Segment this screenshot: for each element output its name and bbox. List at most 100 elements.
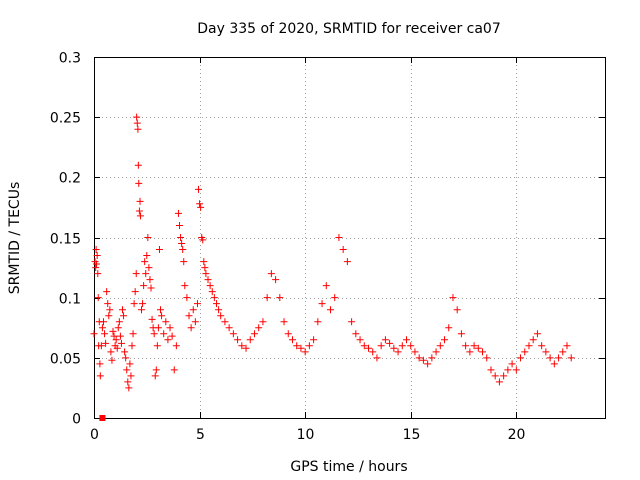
data-point	[102, 339, 110, 347]
data-point	[204, 276, 212, 284]
data-point	[124, 378, 132, 386]
data-point	[504, 366, 512, 374]
data-point	[398, 342, 406, 350]
data-point	[225, 324, 233, 332]
data-point	[195, 185, 203, 193]
data-point	[143, 252, 151, 260]
data-point	[394, 348, 402, 356]
data-point	[123, 366, 131, 374]
data-point	[185, 312, 193, 320]
data-point	[132, 270, 140, 278]
data-point	[559, 348, 567, 356]
data-point	[229, 330, 237, 338]
plot-frame	[94, 57, 606, 419]
data-point	[305, 342, 313, 350]
data-point	[174, 209, 182, 217]
data-point	[90, 330, 98, 338]
data-point	[109, 327, 117, 335]
data-point	[145, 264, 153, 272]
data-point	[445, 324, 453, 332]
data-point	[96, 360, 104, 368]
data-point	[310, 336, 318, 344]
data-point	[555, 354, 563, 362]
data-point	[288, 336, 296, 344]
data-point	[94, 270, 102, 278]
data-point	[133, 119, 141, 127]
data-point	[94, 294, 102, 302]
data-point	[280, 318, 288, 326]
data-point	[201, 264, 209, 272]
data-point	[108, 356, 116, 364]
y-tick-label: 0	[72, 412, 81, 428]
data-point	[119, 306, 127, 314]
data-point	[206, 282, 214, 290]
data-point	[259, 318, 267, 326]
x-axis-label: GPS time / hours	[290, 459, 407, 475]
data-point	[212, 300, 220, 308]
data-point	[142, 270, 150, 278]
data-point	[101, 330, 109, 338]
y-tick-label: 0.15	[50, 232, 81, 248]
data-point	[148, 315, 156, 323]
data-point	[508, 360, 516, 368]
data-point	[335, 234, 343, 241]
data-point	[449, 294, 457, 302]
data-point	[390, 344, 398, 352]
data-point	[152, 366, 160, 374]
data-point	[140, 282, 148, 290]
x-tick-label: 0	[90, 427, 99, 443]
data-point	[112, 336, 120, 344]
data-point	[144, 234, 152, 241]
data-point	[238, 342, 246, 350]
data-point	[356, 336, 364, 344]
axis-ticks	[94, 57, 605, 419]
data-point	[114, 324, 122, 332]
data-point	[512, 366, 520, 374]
data-point	[131, 288, 139, 296]
data-point	[483, 354, 491, 362]
grid	[94, 57, 605, 418]
data-point	[170, 366, 178, 374]
data-point	[215, 306, 223, 314]
data-point	[487, 366, 495, 374]
data-point	[495, 378, 503, 386]
data-point	[210, 294, 218, 302]
y-tick-label: 0.25	[50, 111, 81, 127]
data-point	[93, 252, 101, 260]
x-tick-label: 20	[508, 427, 526, 443]
data-point	[326, 306, 334, 314]
data-point	[250, 330, 258, 338]
data-point	[150, 330, 158, 338]
data-point	[234, 336, 242, 344]
data-point	[96, 372, 104, 380]
data-point	[470, 342, 478, 350]
data-point	[183, 294, 191, 302]
data-point	[411, 348, 419, 356]
data-point	[293, 342, 301, 350]
data-point	[139, 300, 147, 308]
data-point	[104, 300, 112, 308]
data-point	[107, 348, 115, 356]
data-points	[90, 113, 575, 421]
data-point	[314, 318, 322, 326]
data-point	[153, 342, 161, 350]
data-point	[200, 258, 208, 266]
data-point	[130, 300, 138, 308]
data-point	[122, 354, 130, 362]
data-point	[436, 342, 444, 350]
data-point	[97, 342, 105, 350]
data-point	[246, 336, 254, 344]
data-point	[567, 354, 575, 362]
data-point	[93, 260, 101, 268]
tick-labels: 0 0.05 0.1 0.15 0.2 0.25 0.3 0 5 10 15 20	[50, 51, 526, 444]
data-point	[187, 324, 195, 332]
data-point	[166, 324, 174, 332]
data-point	[457, 330, 465, 338]
data-point	[538, 342, 546, 350]
data-point	[134, 125, 142, 133]
data-point	[331, 294, 339, 302]
data-point	[441, 336, 449, 344]
data-point	[339, 246, 347, 254]
data-point	[179, 246, 187, 254]
